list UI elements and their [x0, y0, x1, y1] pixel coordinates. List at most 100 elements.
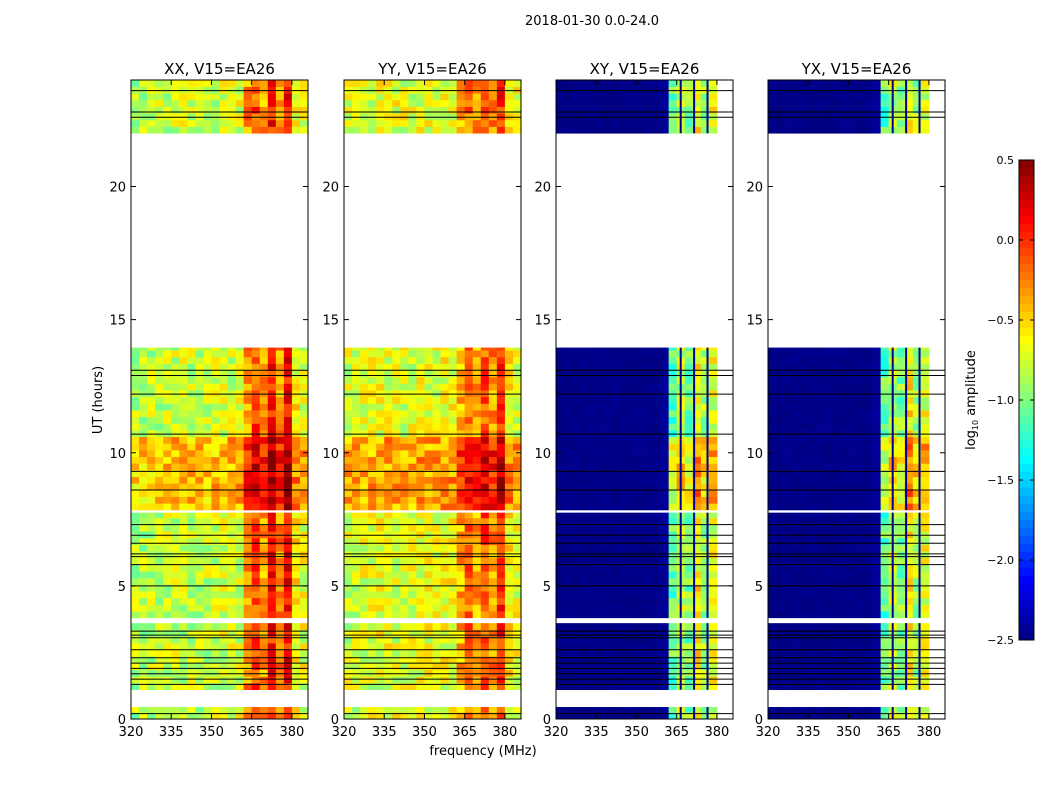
- y-tick-label: 5: [118, 580, 126, 595]
- heatmap-cell: [856, 564, 866, 572]
- heatmap-cell: [880, 636, 890, 644]
- heatmap-cell: [464, 584, 474, 592]
- heatmap-cell: [472, 551, 482, 559]
- heatmap-cell: [360, 363, 369, 371]
- heatmap-cell: [400, 517, 409, 525]
- heatmap-cell: [131, 571, 140, 579]
- heatmap-cell: [352, 416, 361, 424]
- heatmap-cell: [800, 490, 809, 497]
- heatmap-cell: [684, 571, 694, 579]
- heatmap-cell: [275, 496, 285, 504]
- heatmap-cell: [668, 707, 678, 713]
- heatmap-cell: [283, 347, 293, 351]
- heatmap-cell: [243, 403, 253, 411]
- heatmap-cell: [283, 707, 293, 713]
- heatmap-cell: [440, 410, 450, 418]
- heatmap-cell: [416, 517, 425, 525]
- heatmap-cell: [480, 443, 490, 451]
- heatmap-cell: [283, 577, 293, 585]
- heatmap-cell: [896, 410, 906, 418]
- heatmap-cell: [195, 557, 204, 565]
- heatmap-cell: [652, 496, 662, 504]
- heatmap-cell: [275, 503, 285, 511]
- heatmap-cell: [384, 106, 393, 114]
- heatmap-cell: [408, 356, 417, 364]
- heatmap-cell: [187, 396, 196, 404]
- heatmap-cell: [800, 463, 809, 471]
- heatmap-cell: [692, 476, 702, 484]
- heatmap-cell: [480, 707, 490, 713]
- heatmap-cell: [596, 531, 605, 539]
- heatmap-cell: [219, 436, 229, 444]
- heatmap-cell: [195, 597, 204, 605]
- heatmap-cell: [227, 347, 237, 351]
- heatmap-cell: [392, 396, 401, 404]
- heatmap-cell: [604, 396, 613, 404]
- heatmap-cell: [267, 450, 277, 458]
- heatmap-cell: [580, 93, 589, 101]
- heatmap-cell: [424, 93, 433, 101]
- heatmap-cell: [872, 643, 882, 651]
- heatmap-cell: [139, 119, 148, 127]
- heatmap-cell: [392, 106, 401, 114]
- heatmap-cell: [628, 643, 637, 651]
- heatmap-cell: [275, 443, 285, 451]
- heatmap-cell: [243, 416, 253, 424]
- heatmap-cell: [496, 597, 506, 605]
- heatmap-cell: [580, 363, 589, 371]
- heatmap-cell: [171, 396, 180, 404]
- heatmap-cell: [896, 436, 906, 444]
- heatmap-cell: [472, 629, 482, 637]
- heatmap-cell: [243, 517, 253, 525]
- heatmap-cell: [816, 416, 825, 424]
- heatmap-cell: [344, 113, 353, 121]
- heatmap-cell: [708, 423, 718, 431]
- heatmap-cell: [139, 450, 148, 458]
- heatmap-cell: [179, 410, 188, 418]
- heatmap-cell: [171, 436, 180, 444]
- heatmap-cell: [480, 396, 490, 404]
- heatmap-cell: [792, 683, 801, 691]
- heatmap-cell: [692, 571, 702, 579]
- heatmap-cell: [424, 490, 433, 497]
- heatmap-cell: [824, 443, 833, 451]
- heatmap-cell: [251, 643, 261, 651]
- heatmap-cell: [344, 537, 353, 545]
- heatmap-cell: [400, 416, 409, 424]
- heatmap-cell: [243, 463, 253, 471]
- heatmap-cell: [408, 623, 417, 631]
- heatmap-cell: [872, 544, 882, 552]
- heatmap-cell: [155, 557, 164, 565]
- heatmap-cell: [416, 416, 425, 424]
- heatmap-cell: [448, 656, 458, 664]
- heatmap-cell: [556, 604, 565, 612]
- heatmap-cell: [896, 443, 906, 451]
- heatmap-cell: [163, 93, 172, 101]
- heatmap-cell: [800, 636, 809, 644]
- heatmap-cell: [448, 597, 458, 605]
- heatmap-cell: [612, 436, 621, 444]
- heatmap-cell: [408, 476, 417, 484]
- heatmap-cell: [464, 503, 474, 511]
- heatmap-cell: [620, 557, 629, 565]
- heatmap-cell: [580, 557, 589, 565]
- heatmap-cell: [660, 623, 670, 631]
- heatmap-cell: [612, 410, 621, 418]
- heatmap-cell: [187, 370, 196, 378]
- heatmap-cell: [792, 476, 801, 484]
- heatmap-cell: [376, 450, 385, 458]
- heatmap-cell: [700, 113, 710, 121]
- heatmap-cell: [480, 551, 490, 559]
- heatmap-cell: [864, 423, 874, 431]
- heatmap-cell: [376, 390, 385, 398]
- heatmap-cell: [163, 390, 172, 398]
- heatmap-cell: [360, 512, 369, 519]
- heatmap-cell: [504, 577, 514, 585]
- heatmap-cell: [840, 551, 849, 559]
- heatmap-cell: [464, 577, 474, 585]
- heatmap-cell: [408, 376, 417, 384]
- heatmap-cell: [620, 423, 629, 431]
- heatmap-cell: [195, 423, 204, 431]
- heatmap-cell: [352, 517, 361, 525]
- heatmap-cell: [644, 396, 654, 404]
